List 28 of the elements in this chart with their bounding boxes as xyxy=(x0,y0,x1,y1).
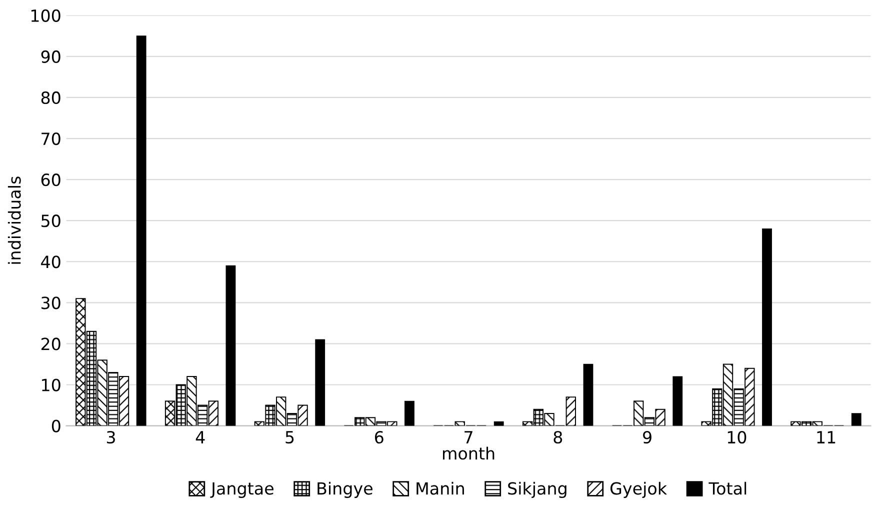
x-tick-label: 8 xyxy=(554,430,562,444)
y-tick-label: 40 xyxy=(41,256,60,268)
x-tick-label: 11 xyxy=(817,431,836,444)
x-axis-title: month xyxy=(442,446,494,460)
y-tick-label: 10 xyxy=(42,378,60,392)
y-tick-label: 30 xyxy=(42,296,60,310)
y-tick-label: 0 xyxy=(52,420,60,432)
legend-label: Jangtae xyxy=(210,482,274,498)
y-tick-label: 60 xyxy=(41,174,60,186)
legend-label: Bingye xyxy=(318,482,372,498)
x-tick-label: 10 xyxy=(728,430,746,444)
legend-label: Gyejok xyxy=(610,482,667,498)
x-tick-label: 7 xyxy=(464,431,472,444)
x-tick-label: 4 xyxy=(196,431,205,444)
y-tick-label: 100 xyxy=(31,9,60,22)
legend-label: Sikjang xyxy=(508,482,566,498)
x-tick-label: 9 xyxy=(643,430,652,444)
y-tick-label: 90 xyxy=(41,50,60,63)
x-tick-label: 6 xyxy=(375,430,384,444)
y-axis-title: individuals xyxy=(8,176,21,264)
y-tick-label: 50 xyxy=(42,214,60,228)
legend-label: Manin xyxy=(416,482,464,495)
y-tick-label: 70 xyxy=(42,132,60,146)
y-tick-label: 20 xyxy=(41,338,60,350)
x-tick-label: 5 xyxy=(286,431,294,444)
x-tick-label: 3 xyxy=(106,430,115,444)
legend-label: Total xyxy=(708,482,746,495)
y-tick-label: 80 xyxy=(41,91,60,104)
